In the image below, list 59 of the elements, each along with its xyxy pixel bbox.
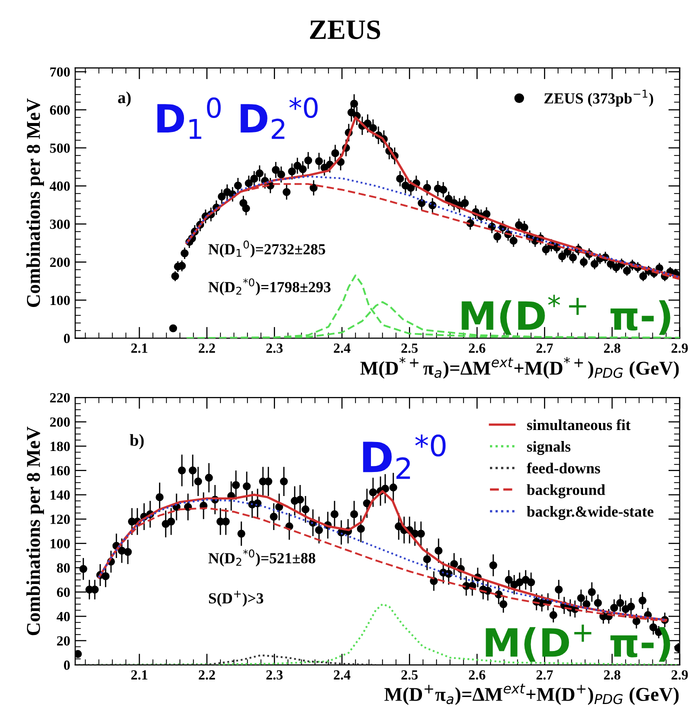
y-tick-label: 160 (50, 466, 70, 476)
legend-label: ZEUS (373pb$^{−1}$) (544, 90, 654, 107)
y-axis-title: Combinations per 8 MeV (26, 98, 44, 307)
annotation: N(D$_{2}$$^{*0}$)=1798±293 (208, 278, 331, 296)
y-tick-label: 80 (56, 563, 70, 573)
y-tick-label: 100 (50, 538, 70, 548)
x-tick-label: 2.3 (266, 343, 283, 353)
annotation: M(D$^{*+}$ π-) (462, 294, 670, 335)
y-tick-label: 300 (50, 220, 70, 229)
y-tick-label: 20 (57, 636, 70, 646)
x-tick-label: 2.7 (536, 670, 553, 680)
y-tick-label: 200 (50, 258, 70, 268)
y-tick-label: 0 (64, 660, 70, 670)
annotation: D$_{1}$$^{0}$ D$_{2}$$^{*0}$ (157, 97, 318, 139)
x-tick-label: 2.6 (468, 343, 486, 353)
y-tick-label: 60 (56, 588, 70, 597)
legend-label: backgr.&wide-state (526, 506, 654, 520)
x-tick-label: 2.9 (672, 343, 688, 353)
y-tick-label: 140 (50, 490, 70, 500)
annotation: S(D$^{+}$)>3 (209, 590, 264, 607)
text: M(D$^{+}$π$_{a}$)=ΔM$^{ext}$+M(D$^{+}$)$_{PDG}$ (GeV) (384, 684, 679, 705)
y-tick-label: 200 (50, 417, 70, 427)
legend-label: simultaneous fit (527, 419, 631, 430)
y-tick-label: 700 (50, 67, 70, 77)
y-tick-label: 220 (50, 393, 70, 402)
text: M(D$^{*+}$π$_{a}$)=ΔM$^{ext}$+M(D$^{*+}$)$_{PDG}$ (GeV) (360, 357, 679, 379)
legend-label: feed-downs (526, 462, 600, 474)
x-tick-label: 2.4 (334, 343, 350, 353)
y-tick-label: 40 (56, 612, 70, 622)
annotation: D$_{2}$$^{*0}$ (363, 434, 446, 479)
y-axis-title: Combinations per 8 MeV (26, 426, 44, 636)
legend-label: signals (527, 440, 570, 455)
y-tick-label: 180 (50, 442, 70, 452)
y-tick-label: 0 (64, 334, 70, 344)
x-tick-label: 2.1 (131, 670, 148, 680)
x-tick-label: 2.5 (401, 670, 418, 680)
chart-title: ZEUS (310, 20, 380, 40)
annotation: b) (130, 434, 144, 450)
x-tick-label: 2.1 (131, 343, 148, 353)
x-tick-label: 2.5 (401, 343, 418, 353)
annotation: N(D$_{1}$$^{0}$)=2732±285 (208, 240, 326, 258)
y-tick-label: 120 (50, 514, 70, 524)
x-tick-label: 2.8 (604, 343, 620, 353)
x-tick-label: 2.8 (604, 670, 620, 680)
x-tick-label: 2.2 (198, 670, 215, 680)
legend-label: background (526, 484, 606, 498)
y-tick-label: 600 (50, 105, 70, 115)
y-tick-label: 400 (50, 182, 70, 191)
y-tick-label: 100 (50, 296, 70, 306)
annotation: M(D$^{+}$ π-) (486, 624, 670, 662)
x-tick-label: 2.4 (334, 670, 350, 680)
x-tick-label: 2.7 (536, 343, 553, 353)
x-tick-label: 2.2 (198, 343, 215, 353)
annotation: N(D$_{2}$$^{*0}$)=521±88 (208, 549, 316, 566)
x-tick-label: 2.3 (266, 670, 283, 680)
x-tick-label: 2.9 (672, 670, 688, 680)
annotation: a) (118, 91, 131, 107)
y-tick-label: 500 (50, 143, 70, 153)
x-tick-label: 2.6 (468, 670, 486, 680)
